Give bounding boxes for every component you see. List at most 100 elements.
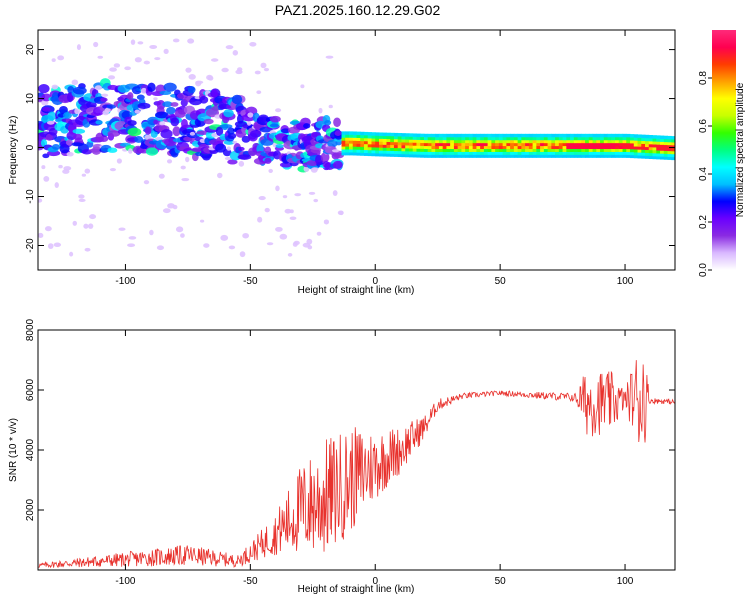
heatmap-cell <box>390 144 395 149</box>
heatmap-cell <box>480 145 485 150</box>
heatmap-cell <box>528 151 534 155</box>
heatmap-blob <box>256 90 262 95</box>
heatmap-blob <box>181 118 188 129</box>
heatmap-blob <box>41 165 46 170</box>
heatmap-blob <box>45 133 53 141</box>
heatmap-cell <box>450 136 455 141</box>
heatmap-cell <box>457 154 462 158</box>
heatmap-cell <box>615 142 620 147</box>
heatmap-cell <box>562 142 567 147</box>
heatmap-cell <box>352 140 357 144</box>
heatmap-blob <box>140 87 148 94</box>
heatmap-cell <box>506 139 511 144</box>
heatmap-blob <box>156 245 165 251</box>
heatmap-cell <box>435 139 440 144</box>
heatmap-cell <box>570 148 575 152</box>
heatmap-cell <box>401 141 406 146</box>
x-tick-label: 100 <box>617 576 634 587</box>
heatmap-cell <box>675 157 679 160</box>
heatmap-cell <box>521 139 526 144</box>
heatmap-cell <box>663 138 669 143</box>
heatmap-cell <box>453 142 459 147</box>
colorbar-tick-label: 0.2 <box>698 215 709 229</box>
heatmap-cell <box>596 136 601 141</box>
heatmap-cell <box>547 151 552 155</box>
heatmap-cell <box>618 139 624 144</box>
heatmap-cell <box>570 151 575 155</box>
heatmap-cell <box>416 133 421 138</box>
heatmap-blob <box>59 105 68 114</box>
heatmap-cell <box>491 142 496 147</box>
heatmap-cell <box>592 142 597 147</box>
heatmap-cell <box>442 151 447 155</box>
heatmap-cell <box>551 151 556 155</box>
heatmap-cell <box>461 154 466 158</box>
heatmap-cell <box>551 145 556 150</box>
heatmap-cell <box>585 136 590 141</box>
heatmap-blob <box>279 233 288 240</box>
heatmap-cell <box>352 131 357 135</box>
heatmap-cell <box>611 154 616 158</box>
heatmap-cell <box>547 133 552 138</box>
heatmap-cell <box>675 145 679 148</box>
heatmap-cell <box>461 142 466 147</box>
heatmap-cell <box>536 139 541 144</box>
heatmap-cell <box>483 142 489 147</box>
heatmap-cell <box>465 136 470 141</box>
heatmap-cell <box>660 153 665 157</box>
heatmap-cell <box>491 154 496 158</box>
heatmap-cell <box>645 140 650 145</box>
heatmap-blob <box>232 50 239 56</box>
heatmap-cell <box>438 133 444 138</box>
heatmap-cell <box>476 139 481 144</box>
heatmap-cell <box>566 145 571 150</box>
heatmap-cell <box>495 148 500 152</box>
heatmap-cell <box>472 133 477 138</box>
heatmap-cell <box>510 133 515 138</box>
heatmap-cell <box>438 145 444 150</box>
heatmap-cell <box>641 140 646 144</box>
heatmap-cell <box>648 155 654 160</box>
heatmap-blob <box>334 130 342 136</box>
colorbar-label: Normalized spectral amplitude <box>735 82 746 217</box>
heatmap-blob <box>155 111 169 119</box>
heatmap-blob <box>43 176 50 182</box>
colorbar-tick-label: 0.6 <box>698 119 709 133</box>
heatmap-blob <box>289 209 294 214</box>
heatmap-cell <box>656 150 661 154</box>
y-tick-label: -20 <box>25 238 36 253</box>
heatmap-blob <box>215 143 227 153</box>
heatmap-cell <box>420 145 425 149</box>
heatmap-cell <box>577 151 582 155</box>
heatmap-cell <box>600 148 605 152</box>
heatmap-blob <box>62 169 70 174</box>
heatmap-cell <box>675 136 679 139</box>
heatmap-cell <box>375 152 380 157</box>
heatmap-blob <box>69 251 74 257</box>
heatmap-cell <box>461 151 466 155</box>
heatmap-blob <box>232 140 238 144</box>
heatmap-cell <box>652 155 657 160</box>
heatmap-cell <box>446 145 451 150</box>
heatmap-cell <box>667 150 672 155</box>
heatmap-blob <box>181 177 190 182</box>
heatmap-cell <box>641 134 646 139</box>
heatmap-cell <box>431 151 436 155</box>
heatmap-cell <box>416 142 421 146</box>
heatmap-blob <box>215 126 224 137</box>
heatmap-cell <box>420 139 425 144</box>
y-tick-label: 6000 <box>25 378 36 401</box>
heatmap-cell <box>487 133 492 138</box>
heatmap-cell <box>431 154 436 158</box>
heatmap-cell <box>502 154 507 158</box>
heatmap-blob <box>264 207 270 213</box>
heatmap-cell <box>453 148 459 152</box>
heatmap-blob <box>38 84 50 94</box>
heatmap-blob <box>337 210 344 216</box>
heatmap-blob <box>188 73 196 80</box>
heatmap-cell <box>573 154 579 158</box>
heatmap-cell <box>408 150 414 155</box>
heatmap-blob <box>328 104 333 109</box>
heatmap-cell <box>476 145 481 150</box>
